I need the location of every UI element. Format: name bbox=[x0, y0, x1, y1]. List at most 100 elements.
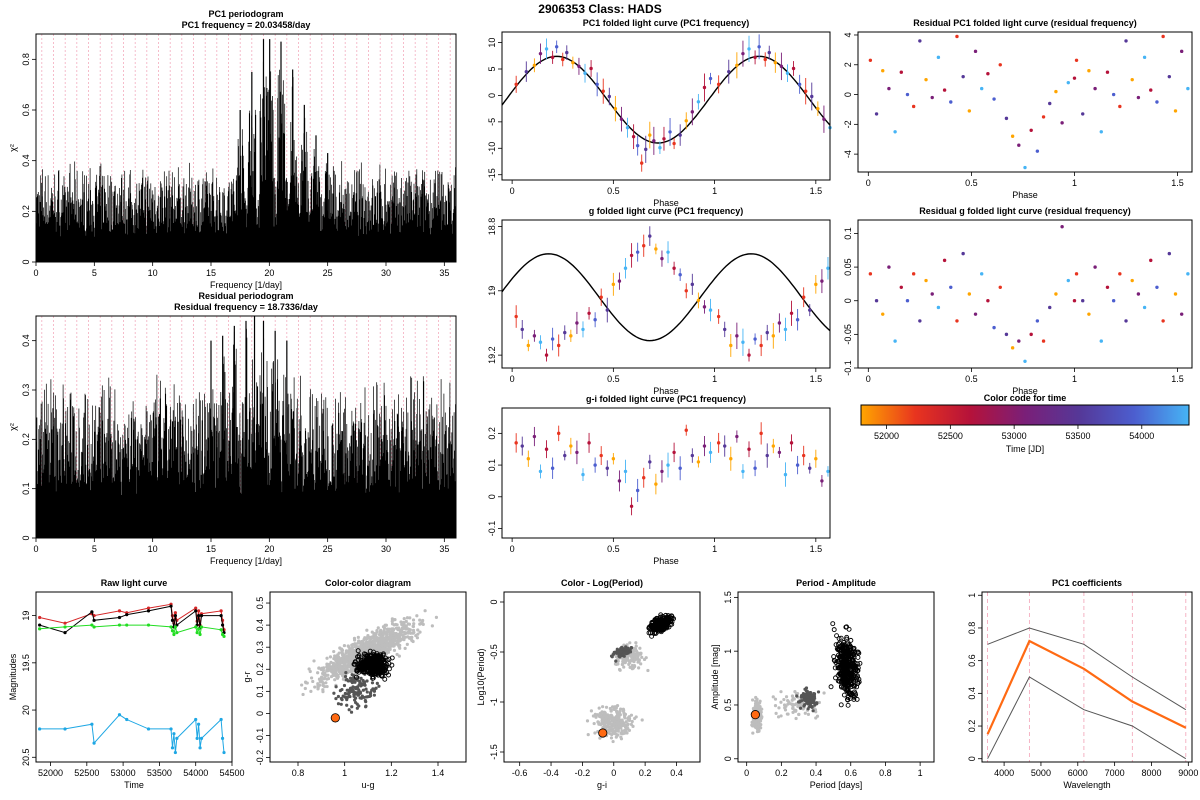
data-point bbox=[593, 463, 597, 467]
population-point bbox=[420, 620, 424, 624]
population-point bbox=[598, 736, 602, 740]
colorbar-tick-label: 52500 bbox=[938, 431, 963, 441]
data-point bbox=[808, 466, 812, 470]
population-point bbox=[364, 704, 368, 708]
raw-point bbox=[146, 609, 151, 613]
x-tick-label: 53500 bbox=[147, 768, 172, 778]
data-point bbox=[905, 92, 910, 97]
population-point bbox=[352, 692, 356, 696]
raw-point bbox=[117, 713, 122, 717]
population-point bbox=[639, 662, 643, 666]
population-point bbox=[392, 642, 397, 646]
raw-point bbox=[173, 611, 177, 615]
population-point bbox=[388, 637, 392, 641]
data-point bbox=[716, 441, 721, 445]
raw-point bbox=[199, 736, 204, 740]
raw-point bbox=[197, 722, 201, 726]
data-point bbox=[696, 460, 701, 464]
data-point bbox=[779, 64, 784, 69]
chart-title: Color-color diagram bbox=[325, 578, 411, 588]
x-axis-label: Phase bbox=[653, 198, 679, 208]
data-point bbox=[672, 141, 676, 146]
population-point bbox=[791, 706, 795, 711]
population-point bbox=[372, 653, 378, 659]
population-point bbox=[318, 678, 322, 682]
x-axis-label: Period [days] bbox=[810, 780, 863, 790]
population-point bbox=[350, 657, 354, 661]
data-point bbox=[708, 76, 713, 81]
figure-title: 2906353 Class: HADS bbox=[538, 2, 661, 16]
population-point bbox=[412, 630, 416, 635]
population-point bbox=[336, 694, 341, 699]
population-point bbox=[758, 716, 762, 720]
data-point bbox=[753, 55, 757, 60]
population-point bbox=[758, 724, 762, 728]
data-point bbox=[642, 476, 646, 480]
data-point bbox=[635, 488, 640, 493]
y-tick-label: 18.8 bbox=[487, 218, 497, 236]
data-point bbox=[595, 82, 599, 87]
population-point bbox=[325, 656, 329, 660]
plot-frame bbox=[857, 219, 1193, 369]
raw-point bbox=[173, 625, 177, 629]
population-point bbox=[640, 655, 644, 659]
x-axis-label: Frequency [1/day] bbox=[210, 556, 282, 566]
data-point bbox=[690, 282, 695, 287]
population-point bbox=[374, 638, 378, 642]
data-point bbox=[1074, 58, 1079, 62]
data-point bbox=[544, 47, 549, 51]
population-point bbox=[612, 717, 616, 721]
population-point bbox=[410, 638, 414, 643]
population-point bbox=[633, 657, 637, 662]
raw-point bbox=[220, 623, 225, 627]
data-point bbox=[930, 292, 934, 296]
population-point bbox=[347, 689, 351, 693]
population-point bbox=[350, 705, 354, 709]
data-point bbox=[1074, 272, 1079, 276]
population-point bbox=[396, 638, 401, 643]
data-point bbox=[1066, 278, 1070, 283]
fit-curve bbox=[501, 55, 831, 144]
data-point bbox=[532, 63, 537, 67]
population-point bbox=[346, 644, 350, 648]
data-point bbox=[581, 472, 585, 477]
data-point bbox=[918, 39, 922, 43]
population-point bbox=[369, 669, 375, 675]
population-point bbox=[389, 632, 393, 636]
population-point bbox=[846, 644, 852, 650]
population-point bbox=[368, 694, 373, 698]
data-point bbox=[961, 74, 965, 79]
data-point bbox=[577, 64, 581, 69]
population-point bbox=[756, 702, 761, 706]
panel-resid_pc1_folded: Residual PC1 folded light curve (residua… bbox=[843, 18, 1193, 200]
data-point bbox=[702, 85, 707, 90]
data-point bbox=[532, 334, 537, 338]
data-point bbox=[696, 298, 701, 303]
population-point bbox=[354, 696, 358, 700]
x-tick-label: 1 bbox=[712, 186, 717, 196]
data-point bbox=[607, 94, 612, 99]
population-point bbox=[358, 691, 363, 695]
x-tick-label: 54500 bbox=[219, 768, 244, 778]
data-point bbox=[1072, 76, 1077, 80]
raw-point bbox=[170, 629, 175, 633]
data-point bbox=[797, 82, 802, 87]
data-point bbox=[599, 295, 603, 299]
y-tick-label: 10 bbox=[487, 38, 497, 48]
y-tick-label: 0 bbox=[967, 756, 977, 761]
population-point bbox=[614, 662, 619, 666]
population-point bbox=[380, 651, 386, 657]
population-point bbox=[369, 662, 375, 668]
population-point bbox=[784, 695, 789, 699]
population-point bbox=[344, 664, 348, 669]
population-point bbox=[380, 643, 384, 647]
population-point bbox=[642, 657, 647, 662]
population-point bbox=[374, 686, 378, 690]
x-tick-label: 0.5 bbox=[607, 374, 620, 384]
population-point bbox=[408, 616, 412, 620]
population-point bbox=[833, 660, 839, 665]
data-point bbox=[1048, 305, 1052, 310]
population-point bbox=[376, 669, 382, 675]
x-axis-label: Phase bbox=[653, 386, 679, 396]
population-point bbox=[760, 707, 764, 711]
